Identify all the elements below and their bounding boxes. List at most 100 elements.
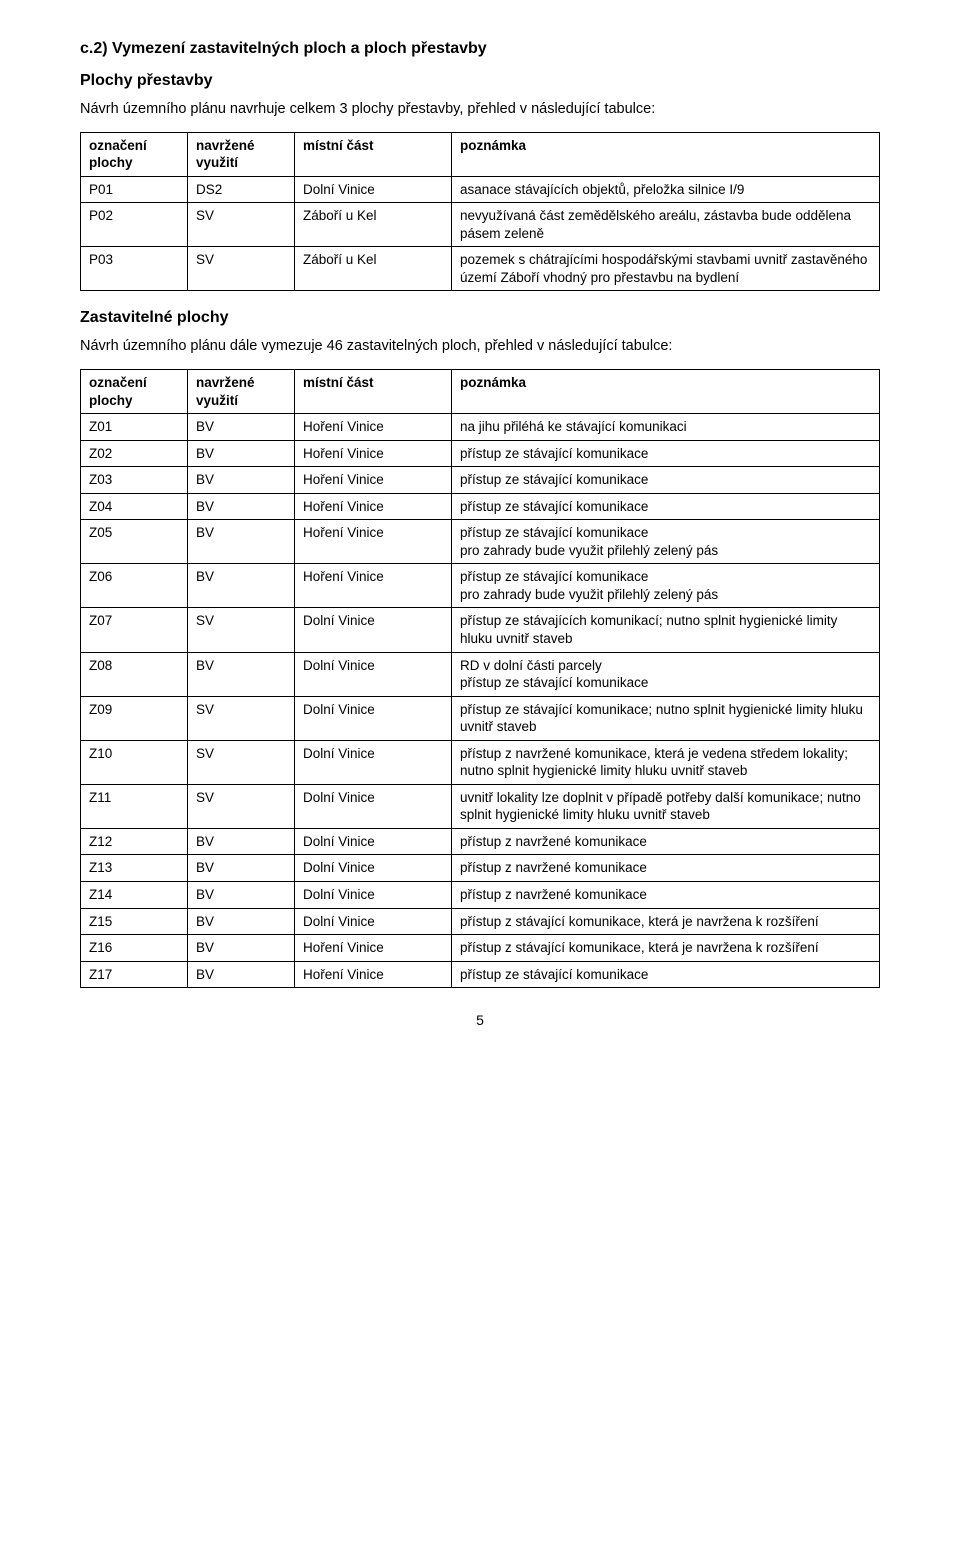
table-cell: přístup ze stávající komunikace; nutno s… <box>452 696 880 740</box>
table-cell: Dolní Vinice <box>295 740 452 784</box>
table-cell: přístup ze stávajících komunikací; nutno… <box>452 608 880 652</box>
table-cell: Dolní Vinice <box>295 608 452 652</box>
table-cell: BV <box>188 935 295 962</box>
table-cell: přístup ze stávající komunikacepro zahra… <box>452 520 880 564</box>
document-page: c.2) Vymezení zastavitelných ploch a plo… <box>0 0 960 1545</box>
table-cell: Dolní Vinice <box>295 828 452 855</box>
zastavitelne-title: Zastavitelné plochy <box>80 309 880 327</box>
table-cell: SV <box>188 247 295 291</box>
table-row: Z10SVDolní Vinicepřístup z navržené komu… <box>81 740 880 784</box>
table-cell: Z09 <box>81 696 188 740</box>
table-cell: Z11 <box>81 784 188 828</box>
table-row: Z12BVDolní Vinicepřístup z navržené komu… <box>81 828 880 855</box>
table-row: Z16BVHoření Vinicepřístup z stávající ko… <box>81 935 880 962</box>
col-header-oznaceni: označení plochy <box>81 132 188 176</box>
col-header-mistni: místní část <box>295 132 452 176</box>
table-cell: SV <box>188 203 295 247</box>
prestavby-table: označení plochy navržené využití místní … <box>80 132 880 292</box>
table-cell: přístup ze stávající komunikace <box>452 467 880 494</box>
table-row: P03SVZáboří u Kelpozemek s chátrajícími … <box>81 247 880 291</box>
table-header-row: označení plochy navržené využití místní … <box>81 369 880 413</box>
table-row: Z07SVDolní Vinicepřístup ze stávajících … <box>81 608 880 652</box>
table-cell: uvnitř lokality lze doplnit v případě po… <box>452 784 880 828</box>
table-cell: BV <box>188 414 295 441</box>
table-cell: SV <box>188 696 295 740</box>
table-cell: P01 <box>81 176 188 203</box>
table-cell: pozemek s chátrajícími hospodářskými sta… <box>452 247 880 291</box>
table-cell: Z15 <box>81 908 188 935</box>
table-cell: přístup z stávající komunikace, která je… <box>452 908 880 935</box>
table-cell: Záboří u Kel <box>295 203 452 247</box>
table-row: Z17BVHoření Vinicepřístup ze stávající k… <box>81 961 880 988</box>
table-row: Z02BVHoření Vinicepřístup ze stávající k… <box>81 440 880 467</box>
table-cell: Hoření Vinice <box>295 414 452 441</box>
table-row: Z04BVHoření Vinicepřístup ze stávající k… <box>81 493 880 520</box>
table-row: Z15BVDolní Vinicepřístup z stávající kom… <box>81 908 880 935</box>
table-cell: Z05 <box>81 520 188 564</box>
table-cell: Hoření Vinice <box>295 467 452 494</box>
prestavby-intro: Návrh územního plánu navrhuje celkem 3 p… <box>80 100 880 120</box>
table-cell: Z17 <box>81 961 188 988</box>
table-cell: SV <box>188 784 295 828</box>
table-row: Z03BVHoření Vinicepřístup ze stávající k… <box>81 467 880 494</box>
zastavitelne-tbody: Z01BVHoření Vinicena jihu přiléhá ke stá… <box>81 414 880 988</box>
table-cell: přístup z navržené komunikace <box>452 881 880 908</box>
table-cell: RD v dolní části parcelypřístup ze stáva… <box>452 652 880 696</box>
table-cell: Z13 <box>81 855 188 882</box>
table-cell: Z10 <box>81 740 188 784</box>
table-row: Z06BVHoření Vinicepřístup ze stávající k… <box>81 564 880 608</box>
table-cell: Dolní Vinice <box>295 784 452 828</box>
zastavitelne-table: označení plochy navržené využití místní … <box>80 369 880 988</box>
table-cell: Z01 <box>81 414 188 441</box>
table-cell: Dolní Vinice <box>295 696 452 740</box>
table-cell: přístup ze stávající komunikace <box>452 493 880 520</box>
table-cell: Z04 <box>81 493 188 520</box>
table-row: Z05BVHoření Vinicepřístup ze stávající k… <box>81 520 880 564</box>
table-cell: Dolní Vinice <box>295 176 452 203</box>
table-cell: BV <box>188 881 295 908</box>
table-cell: P02 <box>81 203 188 247</box>
table-cell: Hoření Vinice <box>295 520 452 564</box>
table-cell: Z12 <box>81 828 188 855</box>
table-cell: Dolní Vinice <box>295 652 452 696</box>
table-row: P02SVZáboří u Kelnevyužívaná část zemědě… <box>81 203 880 247</box>
table-cell: BV <box>188 564 295 608</box>
table-cell: přístup ze stávající komunikace <box>452 440 880 467</box>
section-heading: c.2) Vymezení zastavitelných ploch a plo… <box>80 40 880 58</box>
table-cell: BV <box>188 908 295 935</box>
table-cell: Dolní Vinice <box>295 881 452 908</box>
col-header-poznamka: poznámka <box>452 132 880 176</box>
table-cell: Dolní Vinice <box>295 855 452 882</box>
table-cell: přístup z navržené komunikace <box>452 828 880 855</box>
table-cell: přístup ze stávající komunikacepro zahra… <box>452 564 880 608</box>
table-cell: BV <box>188 440 295 467</box>
table-cell: BV <box>188 828 295 855</box>
table-cell: Hoření Vinice <box>295 440 452 467</box>
col-header-vyuziti: navržené využití <box>188 369 295 413</box>
table-cell: BV <box>188 652 295 696</box>
table-cell: Hoření Vinice <box>295 935 452 962</box>
table-row: Z01BVHoření Vinicena jihu přiléhá ke stá… <box>81 414 880 441</box>
table-row: Z11SVDolní Viniceuvnitř lokality lze dop… <box>81 784 880 828</box>
table-cell: Z02 <box>81 440 188 467</box>
table-cell: Z07 <box>81 608 188 652</box>
table-cell: Z03 <box>81 467 188 494</box>
table-cell: DS2 <box>188 176 295 203</box>
table-cell: Z14 <box>81 881 188 908</box>
table-row: Z08BVDolní ViniceRD v dolní části parcel… <box>81 652 880 696</box>
table-cell: SV <box>188 740 295 784</box>
col-header-poznamka: poznámka <box>452 369 880 413</box>
table-cell: Z08 <box>81 652 188 696</box>
table-cell: P03 <box>81 247 188 291</box>
page-number: 5 <box>80 1012 880 1028</box>
table-row: Z14BVDolní Vinicepřístup z navržené komu… <box>81 881 880 908</box>
table-row: Z13BVDolní Vinicepřístup z navržené komu… <box>81 855 880 882</box>
table-cell: BV <box>188 961 295 988</box>
table-cell: BV <box>188 493 295 520</box>
table-row: Z09SVDolní Vinicepřístup ze stávající ko… <box>81 696 880 740</box>
table-header-row: označení plochy navržené využití místní … <box>81 132 880 176</box>
table-cell: BV <box>188 520 295 564</box>
table-cell: Záboří u Kel <box>295 247 452 291</box>
prestavby-title: Plochy přestavby <box>80 72 880 90</box>
table-cell: Hoření Vinice <box>295 961 452 988</box>
